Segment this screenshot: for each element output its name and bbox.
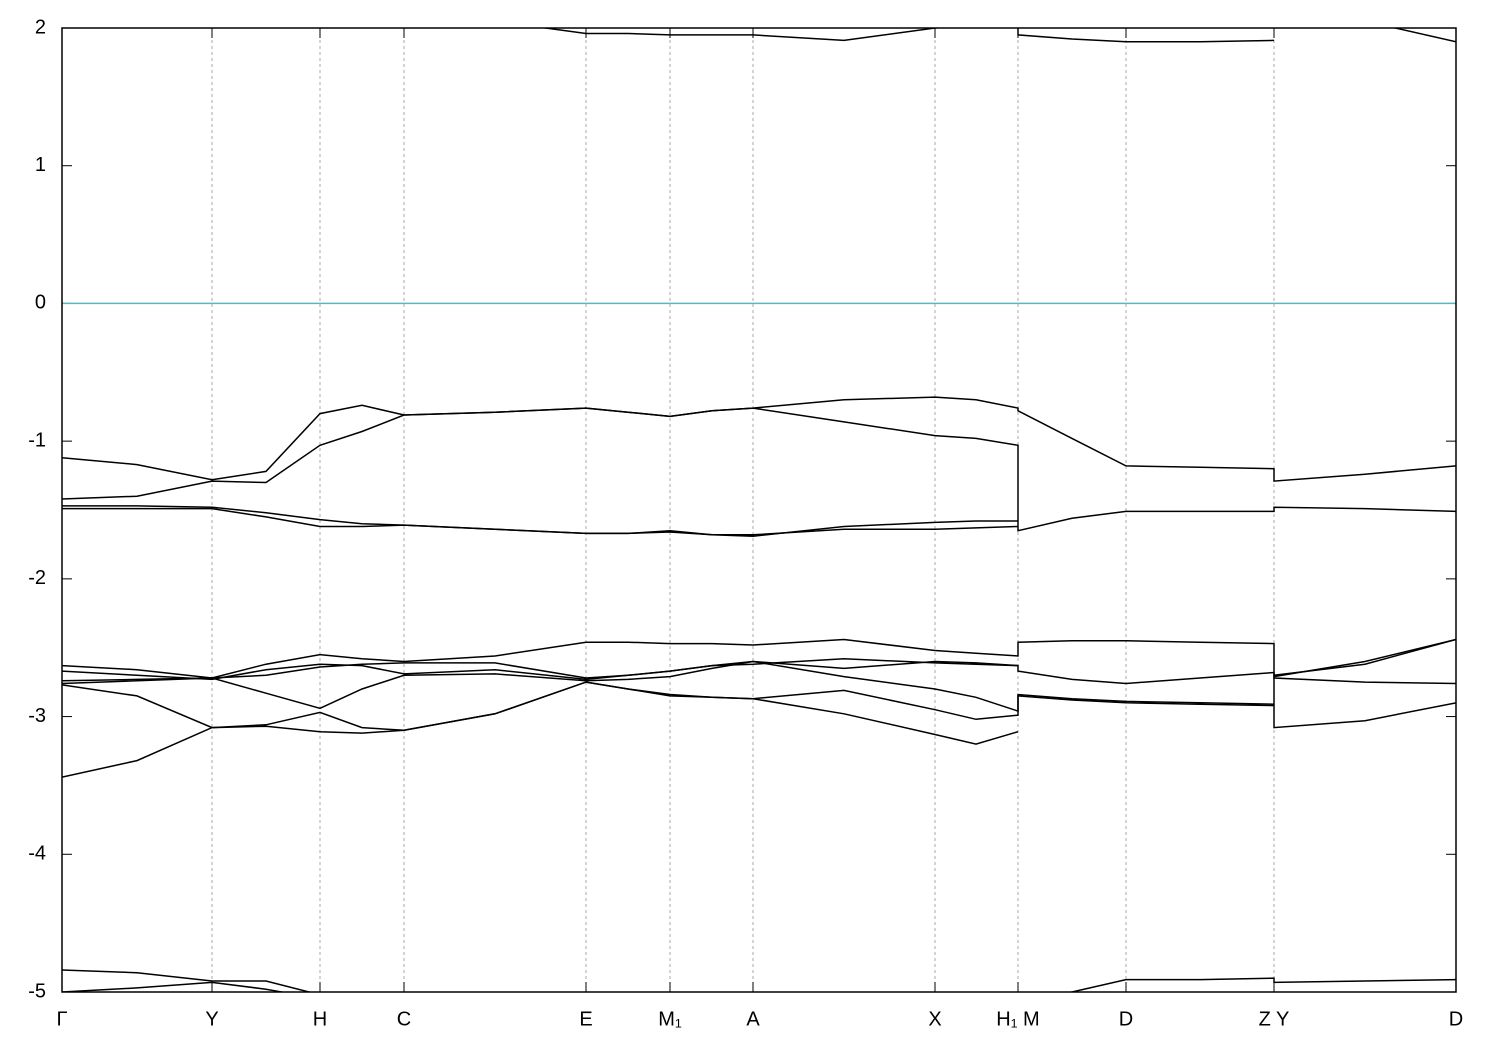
x-tick-label: H₁ M <box>996 1008 1039 1030</box>
x-tick-label: D <box>1119 1008 1133 1030</box>
band-line <box>62 407 1456 532</box>
x-tick-label: Z Y <box>1259 1008 1290 1030</box>
y-tick-label: -5 <box>28 980 46 1002</box>
x-tick-label: M₁ <box>658 1008 682 1030</box>
y-tick-label: 0 <box>35 292 46 314</box>
y-tick-label: -1 <box>28 429 46 451</box>
band-line <box>62 981 286 992</box>
x-tick-label: X <box>928 1008 941 1030</box>
band-line <box>62 969 313 992</box>
x-tick-label: Γ <box>56 1008 67 1030</box>
plot-area <box>62 28 1456 992</box>
x-tick-label: Y <box>205 1008 218 1030</box>
band-line <box>62 638 1456 713</box>
band-line <box>62 657 1019 685</box>
band-line <box>1391 28 1456 43</box>
band-line <box>62 507 1018 537</box>
y-tick-label: 2 <box>35 16 46 38</box>
x-tick-label: A <box>746 1008 760 1030</box>
x-tick-label: H <box>313 1008 327 1030</box>
x-tick-label: E <box>579 1008 592 1030</box>
y-tick-label: -2 <box>28 567 46 589</box>
y-tick-label: 1 <box>35 154 46 176</box>
band-line <box>540 28 1275 43</box>
band-line <box>62 681 1019 778</box>
band-line <box>1068 977 1456 992</box>
y-tick-label: -3 <box>28 705 46 727</box>
x-tick-label: C <box>397 1008 411 1030</box>
y-tick-label: -4 <box>28 843 46 865</box>
x-tick-label: D <box>1449 1008 1463 1030</box>
plot-frame <box>61 27 1457 993</box>
band-line <box>62 638 1456 679</box>
